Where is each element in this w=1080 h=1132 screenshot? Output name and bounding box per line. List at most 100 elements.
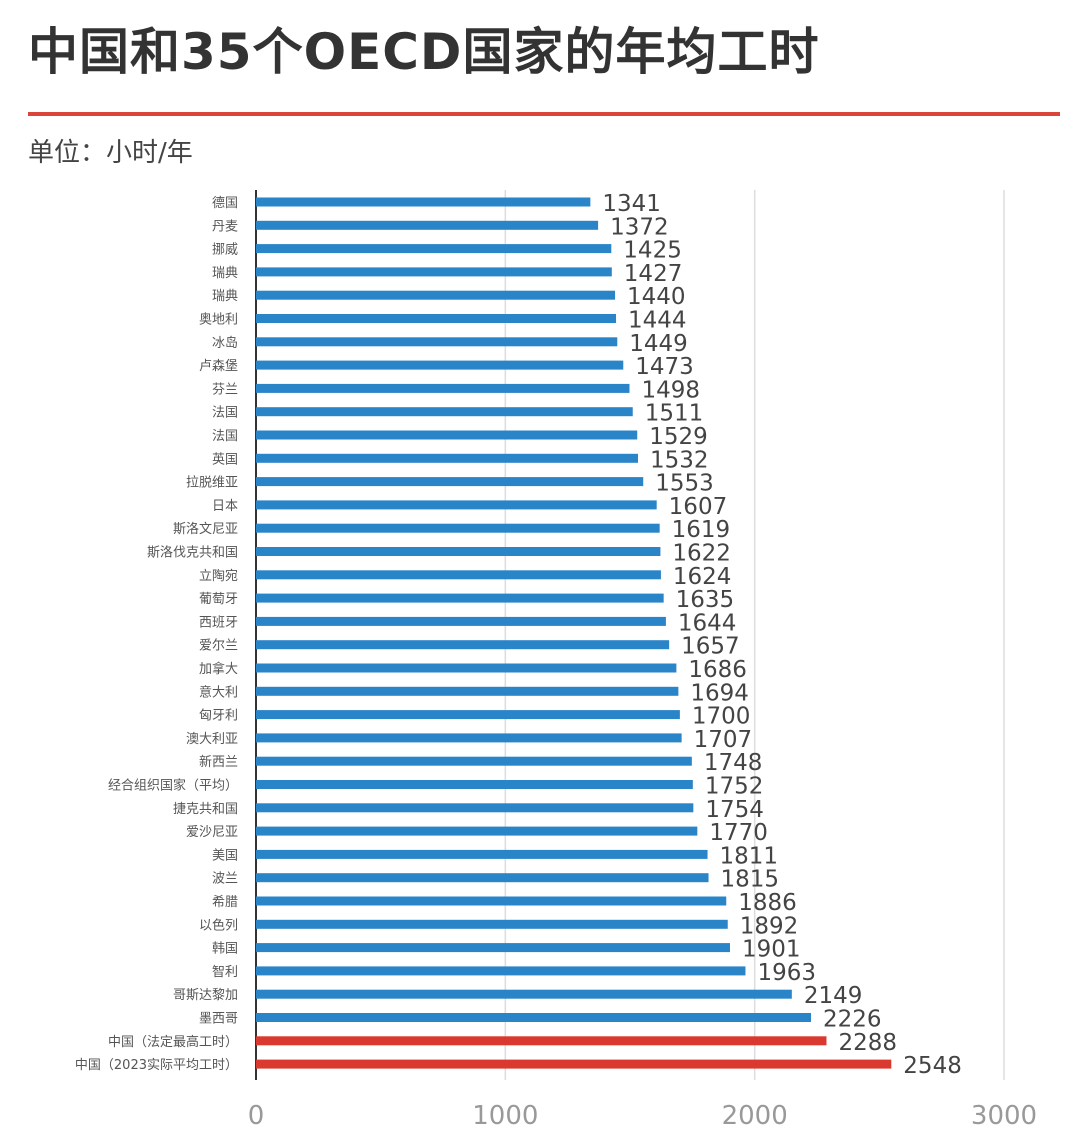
value-label: 1440: [627, 284, 686, 310]
bar: [256, 733, 682, 743]
category-label: 德国: [212, 196, 238, 211]
category-label: 加拿大: [199, 661, 238, 677]
bar: [256, 500, 657, 510]
bar: [256, 430, 638, 440]
value-label: 1553: [655, 471, 714, 497]
value-label: 1707: [694, 727, 753, 753]
value-label: 1752: [705, 774, 764, 800]
value-label: 1624: [673, 564, 732, 590]
category-label: 希腊: [212, 895, 238, 910]
category-label: 葡萄牙: [199, 592, 238, 607]
bar: [256, 1013, 812, 1022]
bar: [256, 383, 630, 393]
bar: [256, 756, 692, 766]
category-label: 拉脱维亚: [186, 476, 238, 491]
bar: [256, 989, 792, 999]
value-label: 1444: [628, 308, 687, 334]
value-label: 1372: [610, 214, 669, 240]
value-label: 1635: [676, 587, 735, 613]
value-label: 1963: [757, 960, 816, 986]
x-tick-label: 0: [248, 1101, 265, 1131]
bar: [256, 896, 727, 906]
value-label: 1901: [742, 937, 801, 963]
bar: [256, 873, 709, 883]
value-label: 1748: [704, 750, 763, 776]
bar: [256, 849, 708, 859]
bar: [256, 570, 661, 580]
bar: [256, 314, 617, 323]
bar: [256, 523, 660, 533]
unit-label: 单位：小时/年: [28, 138, 193, 168]
value-label: 1657: [681, 634, 740, 660]
bar-highlight: [256, 1036, 827, 1046]
bar: [256, 593, 664, 603]
value-label: 1341: [602, 191, 661, 217]
value-label: 1532: [650, 447, 709, 473]
bar: [256, 407, 633, 417]
category-label: 法国: [212, 429, 238, 444]
bar: [256, 616, 666, 626]
value-label: 1427: [624, 261, 683, 287]
value-label: 1892: [740, 913, 799, 939]
bar: [256, 477, 644, 487]
category-label: 意大利: [199, 684, 238, 700]
bar: [256, 290, 616, 300]
bar: [256, 337, 618, 347]
bar: [256, 686, 679, 696]
bar: [256, 780, 693, 789]
bar: [256, 826, 698, 836]
category-label: 以色列: [199, 917, 238, 933]
category-label: 中国（2023实际平均工时）: [75, 1058, 238, 1073]
value-label: 2288: [838, 1030, 897, 1056]
bar: [256, 453, 638, 463]
value-label: 1811: [720, 843, 779, 869]
category-label: 匈牙利: [199, 709, 238, 724]
category-label: 中国（法定最高工时）: [108, 1034, 238, 1050]
x-tick-label: 3000: [971, 1101, 1037, 1131]
value-label: 2149: [804, 983, 863, 1009]
category-label: 经合组织国家（平均）: [108, 778, 238, 794]
value-label: 2548: [903, 1053, 962, 1079]
value-label: 1498: [642, 377, 701, 403]
category-label: 韩国: [212, 942, 238, 957]
category-label: 丹麦: [212, 219, 238, 234]
category-label: 卢森堡: [199, 358, 238, 374]
x-tick-label: 2000: [722, 1101, 788, 1131]
category-label: 捷克共和国: [173, 802, 238, 817]
category-label: 冰岛: [212, 335, 238, 351]
bar-highlight: [256, 1059, 892, 1069]
value-label: 1607: [669, 494, 728, 520]
category-label: 爱沙尼亚: [186, 825, 238, 840]
category-label: 西班牙: [199, 615, 238, 630]
category-label: 芬兰: [212, 382, 238, 397]
bar: [256, 943, 730, 953]
category-label: 澳大利亚: [186, 731, 238, 747]
bar: [256, 267, 612, 277]
value-label: 1622: [672, 541, 731, 567]
value-label: 1754: [705, 797, 764, 823]
value-label: 1473: [635, 354, 694, 380]
category-label: 法国: [212, 406, 238, 421]
value-label: 1644: [678, 610, 737, 636]
bar: [256, 547, 661, 556]
bar: [256, 640, 670, 650]
page-title: 中国和35个OECD国家的年均工时: [28, 23, 820, 81]
value-label: 1619: [672, 517, 731, 543]
category-label: 英国: [212, 452, 238, 467]
bar: [256, 803, 694, 813]
value-label: 1449: [629, 331, 688, 357]
category-label: 美国: [212, 848, 238, 863]
bar: [256, 710, 680, 720]
category-label: 挪威: [212, 243, 238, 258]
value-label: 1529: [649, 424, 708, 450]
category-label: 哥斯达黎加: [173, 988, 238, 1003]
value-label: 1886: [738, 890, 797, 916]
value-label: 1815: [721, 867, 780, 893]
category-label: 奥地利: [199, 313, 238, 328]
value-label: 1425: [623, 238, 682, 264]
category-label: 新西兰: [199, 754, 238, 770]
category-label: 智利: [212, 965, 238, 980]
value-label: 1700: [692, 704, 751, 730]
x-tick-label: 1000: [472, 1101, 538, 1131]
